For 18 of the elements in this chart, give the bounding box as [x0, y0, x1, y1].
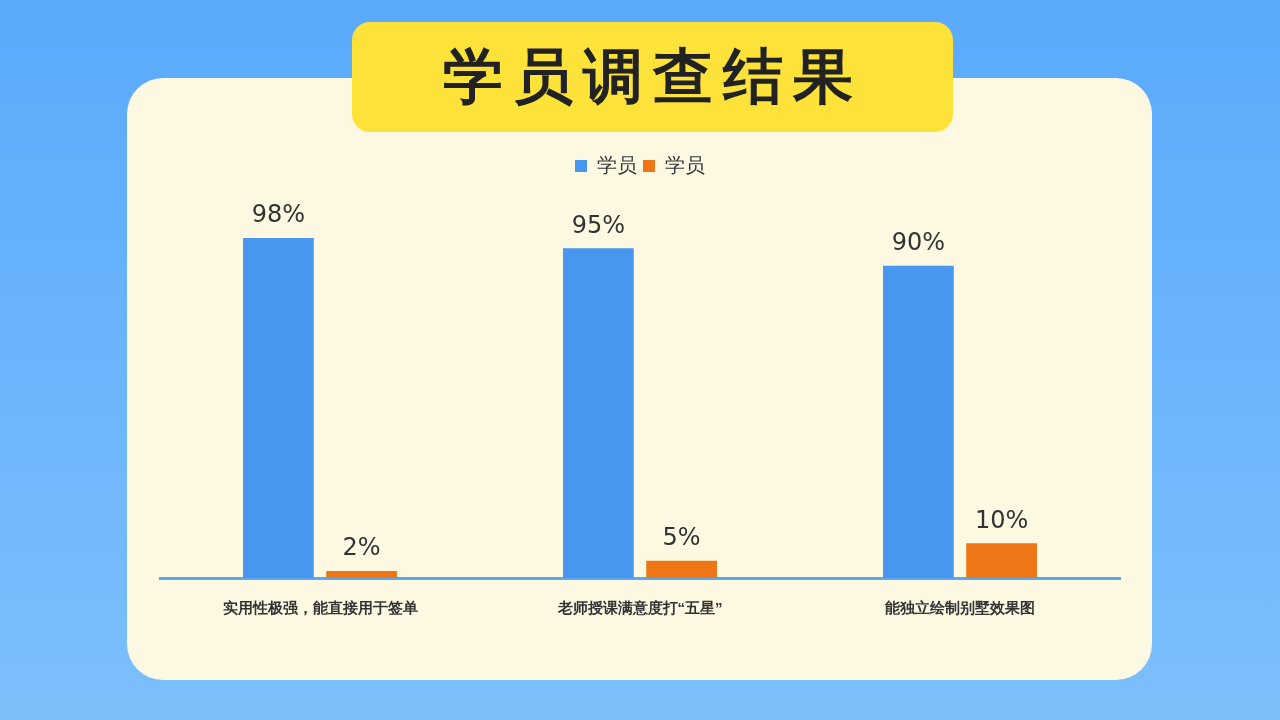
chart-title: 学员调查结果: [352, 22, 953, 132]
legend-label: 学员: [665, 153, 705, 176]
bar: [966, 543, 1037, 578]
bar: [883, 265, 954, 578]
bar: [563, 248, 634, 578]
data-label: 2%: [342, 533, 381, 562]
bar: [243, 237, 314, 578]
x-tick-label: 老师授课满意度打“五星”: [556, 599, 723, 617]
data-label: 98%: [251, 200, 306, 229]
data-label: 10%: [974, 505, 1029, 534]
legend-label: 学员: [597, 153, 637, 176]
data-label: 90%: [891, 227, 946, 256]
bar: [646, 560, 717, 578]
x-tick-label: 实用性极强，能直接用于签单: [222, 599, 418, 617]
bar: [326, 571, 397, 578]
data-label: 95%: [571, 210, 626, 239]
x-tick-label: 能独立绘制别墅效果图: [885, 599, 1035, 617]
data-label: 5%: [662, 522, 701, 551]
